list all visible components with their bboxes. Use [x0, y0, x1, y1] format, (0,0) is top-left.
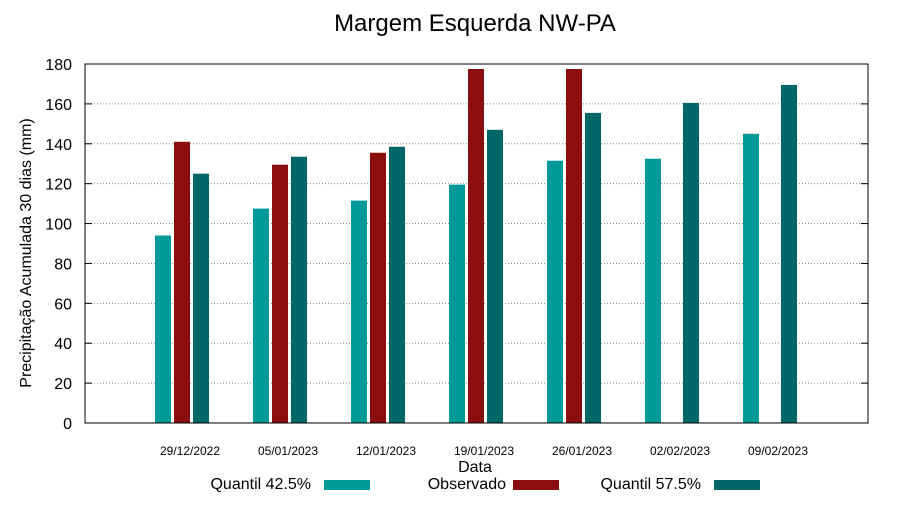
y-tick-label: 80	[54, 256, 72, 273]
bar-1	[253, 208, 269, 423]
bar-3	[487, 129, 503, 424]
legend-label: Observado	[428, 476, 506, 493]
bar-1	[351, 200, 367, 423]
bar-3	[585, 112, 601, 423]
bar-1	[155, 235, 171, 423]
y-axis-label: Precipitação Acumulada 30 dias (mm)	[18, 118, 35, 387]
y-tick-label: 140	[45, 137, 72, 154]
x-axis-label: Data	[458, 459, 492, 476]
bar-2	[566, 68, 582, 423]
legend: Quantil 42.5% Observado Quantil 57.5%	[210, 476, 760, 493]
legend-label: Quantil 57.5%	[600, 476, 701, 493]
bar-3	[193, 173, 209, 423]
axis-ticks: 0 20 40 60 80 100 120 140 160 180 29/12/2022 05/01/…	[45, 57, 868, 458]
bar-3	[389, 146, 405, 423]
x-tick-label: 29/12/2022	[160, 444, 220, 458]
y-tick-label: 120	[45, 177, 72, 194]
bar-3	[781, 84, 797, 424]
legend-label: Quantil 42.5%	[210, 476, 311, 493]
y-tick-label: 60	[54, 296, 72, 313]
plot-frame	[84, 63, 869, 424]
legend-swatch	[714, 480, 760, 490]
bar-1	[645, 158, 661, 423]
bars	[155, 68, 797, 424]
x-tick-label: 05/01/2023	[258, 444, 318, 458]
y-tick-label: 0	[63, 416, 72, 433]
bar-2	[272, 164, 288, 423]
x-tick-label: 02/02/2023	[650, 444, 710, 458]
bar-1	[743, 133, 759, 424]
bar-2	[174, 141, 190, 424]
bar-3	[291, 156, 307, 423]
legend-swatch	[513, 480, 559, 490]
y-tick-label: 100	[45, 217, 72, 234]
legend-swatch	[324, 480, 370, 490]
bar-1	[547, 160, 563, 423]
x-tick-label: 26/01/2023	[552, 444, 612, 458]
bar-2	[468, 68, 484, 423]
chart-title: Margem Esquerda NW-PA	[334, 10, 616, 37]
x-tick-label: 09/02/2023	[748, 444, 808, 458]
bar-1	[449, 184, 465, 423]
y-tick-label: 180	[45, 57, 72, 74]
y-tick-label: 20	[54, 376, 72, 393]
bar-3	[683, 102, 699, 424]
y-tick-label: 40	[54, 336, 72, 353]
x-tick-label: 12/01/2023	[356, 444, 416, 458]
x-tick-label: 19/01/2023	[454, 444, 514, 458]
bar-2	[370, 152, 386, 423]
y-tick-label: 160	[45, 97, 72, 114]
